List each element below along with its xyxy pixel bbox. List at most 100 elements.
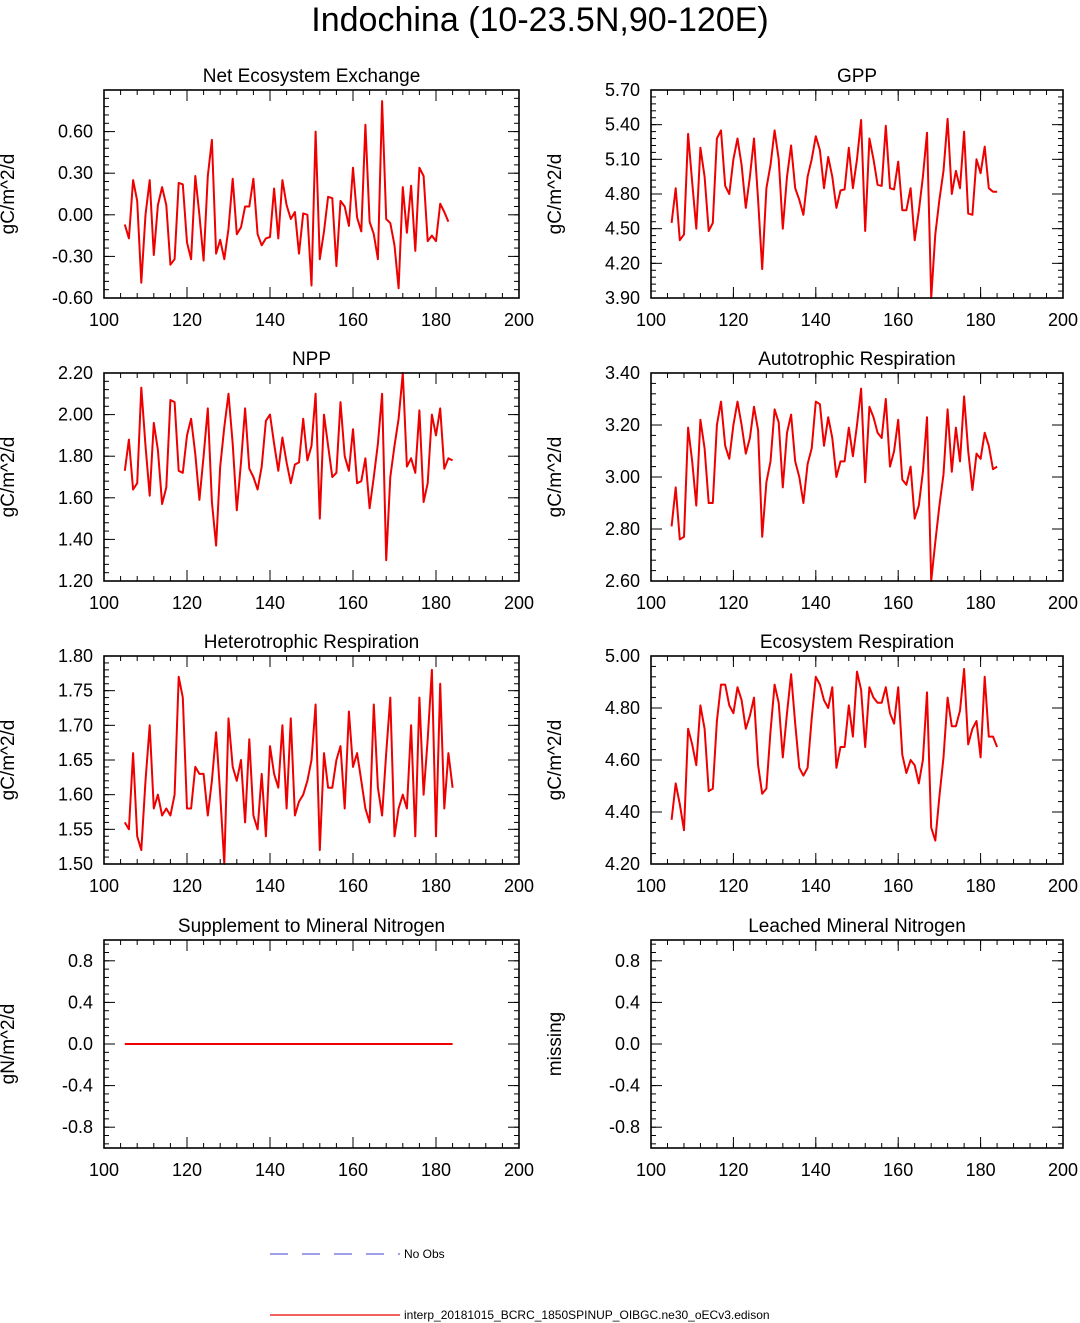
chart-panel-8: Leached Mineral Nitrogen missing 100 120 140… <box>545 916 1078 1180</box>
y-tick-label: 1.60 <box>58 488 93 508</box>
x-tick-label: 160 <box>883 876 913 896</box>
x-tick-label: 200 <box>504 1160 534 1180</box>
y-tick-label: 3.90 <box>605 288 640 308</box>
y-tick-label: 4.80 <box>605 184 640 204</box>
y-tick-label: 0.4 <box>68 992 93 1012</box>
legend-obs-line <box>270 1253 400 1255</box>
x-tick-label: 160 <box>338 310 368 330</box>
plot-frame <box>103 372 520 582</box>
x-tick-label: 120 <box>718 310 748 330</box>
y-tick-label: 0.00 <box>58 205 93 225</box>
y-tick-label: 1.50 <box>58 854 93 874</box>
y-tick-label: 1.55 <box>58 819 93 839</box>
y-axis-label: gC/m^2/d <box>545 437 566 518</box>
x-tick-label: 160 <box>883 310 913 330</box>
chart-panel-6: Ecosystem Respiration gC/m^2/d 100 120 140 16… <box>545 632 1078 896</box>
panel-title: Ecosystem Respiration <box>760 632 954 653</box>
y-tick-label: -0.8 <box>609 1117 640 1137</box>
x-tick-label: 160 <box>883 1160 913 1180</box>
plot-frame <box>650 655 1064 865</box>
y-tick-label: 1.70 <box>58 715 93 735</box>
series-line <box>670 117 998 299</box>
x-tick-label: 200 <box>1048 876 1078 896</box>
y-tick-label: 0.0 <box>68 1034 93 1054</box>
x-tick-label: 120 <box>172 593 202 613</box>
x-tick-label: 160 <box>338 1160 368 1180</box>
y-tick-label: 2.60 <box>605 571 640 591</box>
x-tick-label: 140 <box>801 310 831 330</box>
y-tick-label: 5.40 <box>605 115 640 135</box>
x-tick-label: 160 <box>338 593 368 613</box>
y-tick-label: 0.8 <box>68 951 93 971</box>
x-tick-label: 140 <box>801 876 831 896</box>
x-tick-label: 100 <box>89 1160 119 1180</box>
x-tick-label: 160 <box>338 876 368 896</box>
x-tick-label: 120 <box>718 593 748 613</box>
x-tick-label: 140 <box>255 1160 285 1180</box>
y-tick-label: -0.30 <box>52 246 93 266</box>
legend-model-line <box>270 1314 400 1316</box>
x-tick-label: 120 <box>172 876 202 896</box>
x-tick-label: 200 <box>504 593 534 613</box>
y-tick-label: 0.4 <box>615 992 640 1012</box>
x-tick-label: 140 <box>255 876 285 896</box>
y-tick-label: 2.80 <box>605 519 640 539</box>
x-tick-label: 120 <box>172 1160 202 1180</box>
series-line <box>123 100 450 290</box>
x-tick-label: 160 <box>883 593 913 613</box>
y-axis-label: gC/m^2/d <box>545 154 566 235</box>
x-tick-label: 180 <box>966 876 996 896</box>
y-tick-label: 0.8 <box>615 951 640 971</box>
x-tick-label: 180 <box>421 1160 451 1180</box>
y-tick-label: 4.50 <box>605 219 640 239</box>
x-tick-label: 180 <box>966 1160 996 1180</box>
panel-title: GPP <box>837 66 877 87</box>
y-tick-label: -0.60 <box>52 288 93 308</box>
panel-title: NPP <box>292 349 331 370</box>
x-tick-label: 140 <box>801 1160 831 1180</box>
y-tick-label: 4.20 <box>605 253 640 273</box>
y-tick-label: 1.40 <box>58 529 93 549</box>
y-tick-label: 1.65 <box>58 750 93 770</box>
x-tick-label: 200 <box>504 310 534 330</box>
y-tick-label: -0.8 <box>62 1117 93 1137</box>
y-tick-label: 4.80 <box>605 698 640 718</box>
y-axis-label: gN/m^2/d <box>0 1004 19 1085</box>
x-tick-label: 140 <box>801 593 831 613</box>
y-tick-label: 4.40 <box>605 802 640 822</box>
y-tick-label: 2.20 <box>58 363 93 383</box>
y-axis-label: gC/m^2/d <box>0 720 19 801</box>
y-tick-label: 1.80 <box>58 646 93 666</box>
y-tick-label: 1.80 <box>58 446 93 466</box>
plot-frame <box>650 372 1064 582</box>
y-tick-label: -0.4 <box>609 1076 640 1096</box>
x-tick-label: 180 <box>421 593 451 613</box>
series-line <box>670 387 998 582</box>
legend-model-label: interp_20181015_BCRC_1850SPINUP_OIBGC.ne… <box>404 1308 770 1322</box>
x-tick-label: 140 <box>255 310 285 330</box>
x-tick-label: 100 <box>89 310 119 330</box>
y-tick-label: 1.20 <box>58 571 93 591</box>
x-tick-label: 200 <box>1048 593 1078 613</box>
chart-panel-4: Autotrophic Respiration gC/m^2/d 100 120 140… <box>545 349 1078 613</box>
chart-panel-3: NPP gC/m^2/d 100 120 140 160 180 200 1.20 1.40 1.6… <box>0 349 534 613</box>
plot-frame <box>650 939 1064 1149</box>
y-tick-label: 4.20 <box>605 854 640 874</box>
plot-frame <box>650 89 1064 299</box>
y-tick-label: -0.4 <box>62 1076 93 1096</box>
y-tick-label: 5.00 <box>605 646 640 666</box>
x-tick-label: 100 <box>89 593 119 613</box>
series-line <box>123 372 454 562</box>
panel-title: Heterotrophic Respiration <box>204 632 419 653</box>
x-tick-label: 180 <box>421 876 451 896</box>
x-tick-label: 100 <box>636 876 666 896</box>
x-tick-label: 100 <box>636 593 666 613</box>
x-tick-label: 200 <box>504 876 534 896</box>
figure-title: Indochina (10-23.5N,90-120E) <box>311 1 769 39</box>
y-axis-label: gC/m^2/d <box>0 154 19 235</box>
plot-frame <box>103 655 520 865</box>
series-line <box>123 668 454 865</box>
y-tick-label: 3.40 <box>605 363 640 383</box>
chart-panel-5: Heterotrophic Respiration gC/m^2/d 100 120 1… <box>0 632 534 896</box>
x-tick-label: 100 <box>636 310 666 330</box>
